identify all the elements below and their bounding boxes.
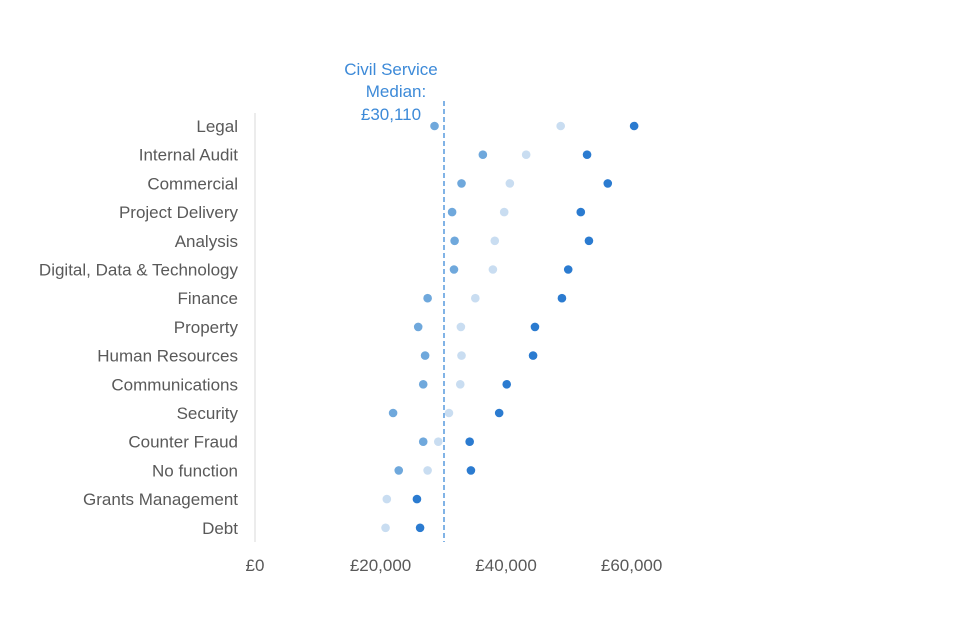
data-point [412,494,422,504]
category-label: Commercial [147,174,238,193]
category-label: Grants Management [83,490,238,509]
data-point [490,236,500,246]
data-point [576,207,586,217]
category-labels: Legal Internal Audit Commercial Project Del… [39,117,239,538]
category-label: Legal [196,117,238,136]
data-point [471,293,480,303]
data-point [466,466,476,475]
data-point [418,380,428,389]
category-label: Security [177,404,239,423]
data-point [530,322,540,332]
median-label: Civil Service Median: £30,110 [344,60,438,124]
data-point [557,293,567,303]
data-point [433,437,443,447]
data-point [603,179,613,188]
data-point [450,236,459,246]
category-label: Human Resources [97,347,238,366]
data-point [629,121,639,131]
data-point [423,293,432,303]
median-label-line-2: Median: [366,82,426,101]
category-label: Digital, Data & Technology [39,261,239,280]
x-tick-label: £0 [246,556,265,575]
data-point [457,179,466,188]
data-point [478,150,488,159]
data-point [457,351,466,360]
data-point [584,236,594,246]
data-point [394,466,404,475]
data-point [447,207,457,217]
data-point [420,351,430,360]
x-tick-labels: £0 £20,000 £40,000 £60,000 [246,556,663,575]
data-point [455,380,465,389]
category-label: Analysis [175,232,238,251]
data-point [423,466,432,475]
data-point [556,121,565,131]
data-point [494,408,504,418]
category-label: Internal Audit [139,146,239,165]
category-label: No function [152,461,238,480]
data-point [415,523,425,533]
data-point [456,322,466,332]
data-point [388,408,398,418]
category-label: Communications [111,375,238,394]
data-point [528,351,538,360]
median-label-line-3: £30,110 [361,105,421,124]
category-label: Counter Fraud [128,433,238,452]
category-label: Debt [202,519,238,538]
x-tick-label: £40,000 [475,556,536,575]
data-point [465,437,474,447]
data-point [418,437,428,447]
category-label: Finance [178,289,238,308]
data-point [499,207,509,217]
category-label: Project Delivery [119,203,239,222]
category-label: Property [174,318,239,337]
data-points [381,121,639,533]
median-label-line-1: Civil Service [344,60,438,79]
data-point [430,121,439,131]
data-point [563,265,573,274]
data-point [381,523,390,533]
data-point [505,179,515,188]
data-point [488,265,498,274]
data-point [444,408,454,418]
data-point [502,380,512,389]
data-point [449,265,459,274]
x-tick-label: £20,000 [350,556,411,575]
data-point [521,150,531,159]
data-point [582,150,592,159]
data-point [382,494,392,504]
data-point [413,322,423,332]
x-tick-label: £60,000 [601,556,662,575]
